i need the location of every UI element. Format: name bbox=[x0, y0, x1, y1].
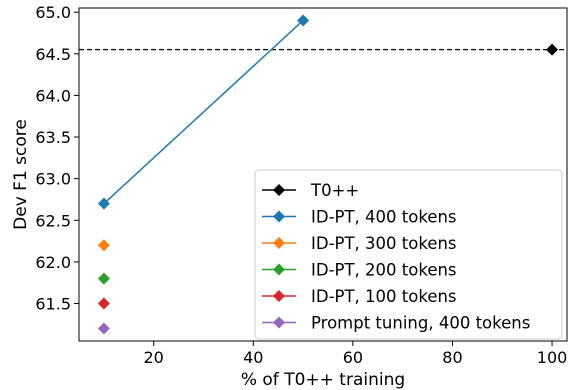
legend-frame bbox=[254, 169, 563, 340]
legend-marker bbox=[273, 263, 285, 276]
y-tick-label: 61.5 bbox=[35, 295, 71, 314]
x-tick-label: 100 bbox=[537, 348, 568, 367]
legend-marker bbox=[273, 316, 285, 329]
series-line bbox=[103, 19, 304, 205]
x-tick-label: 60 bbox=[343, 348, 363, 367]
plot-area bbox=[78, 7, 568, 342]
legend-label: ID-PT, 100 tokens bbox=[311, 287, 457, 306]
legend-entry: ID-PT, 100 tokens bbox=[262, 287, 457, 306]
series-layer bbox=[97, 14, 559, 335]
legend-entry: ID-PT, 400 tokens bbox=[262, 208, 457, 227]
legend-entry: T0++ bbox=[262, 181, 359, 200]
series-4 bbox=[97, 297, 110, 310]
x-tick-label: 40 bbox=[243, 348, 263, 367]
x-axis: 20 40 60 80 100 bbox=[144, 341, 568, 367]
legend-entry: ID-PT, 200 tokens bbox=[262, 261, 457, 280]
y-axis-label: Dev F1 score bbox=[11, 119, 31, 230]
x-tick-label: 20 bbox=[144, 348, 164, 367]
legend-label: ID-PT, 300 tokens bbox=[311, 234, 457, 253]
data-point bbox=[97, 322, 110, 335]
legend-marker bbox=[273, 237, 285, 249]
y-axis: 61.5 62.0 62.5 63.0 63.5 64.0 64.5 65.0 bbox=[35, 3, 79, 314]
legend-label: ID-PT, 400 tokens bbox=[311, 208, 457, 227]
series-3 bbox=[97, 272, 110, 285]
y-tick-label: 64.5 bbox=[35, 45, 71, 64]
y-tick-label: 63.5 bbox=[35, 128, 71, 147]
legend-label: T0++ bbox=[310, 181, 359, 200]
series-5 bbox=[97, 322, 110, 335]
series-2 bbox=[97, 239, 110, 252]
y-tick-label: 63.0 bbox=[35, 170, 71, 189]
legend-marker bbox=[273, 184, 285, 196]
legend-marker bbox=[273, 210, 285, 223]
legend-marker bbox=[273, 290, 285, 302]
data-point bbox=[97, 272, 110, 285]
data-point bbox=[97, 297, 110, 310]
data-point bbox=[97, 239, 110, 252]
data-point bbox=[97, 197, 110, 210]
series-0 bbox=[546, 43, 559, 56]
legend: T0++ ID-PT, 400 tokens ID-PT, 300 tokens ID… bbox=[254, 169, 563, 340]
series-1 bbox=[97, 14, 310, 210]
y-tick-label: 62.0 bbox=[35, 253, 71, 272]
x-tick-label: 80 bbox=[442, 348, 462, 367]
y-tick-label: 64.0 bbox=[35, 86, 71, 105]
x-axis-label: % of T0++ training bbox=[241, 370, 405, 390]
data-point bbox=[297, 14, 310, 27]
legend-label: Prompt tuning, 400 tokens bbox=[311, 314, 530, 333]
data-point bbox=[546, 43, 559, 56]
legend-entry: ID-PT, 300 tokens bbox=[262, 234, 457, 253]
legend-label: ID-PT, 200 tokens bbox=[311, 261, 457, 280]
legend-entry: Prompt tuning, 400 tokens bbox=[262, 314, 530, 333]
y-tick-label: 62.5 bbox=[35, 211, 71, 230]
y-tick-label: 65.0 bbox=[35, 3, 71, 22]
